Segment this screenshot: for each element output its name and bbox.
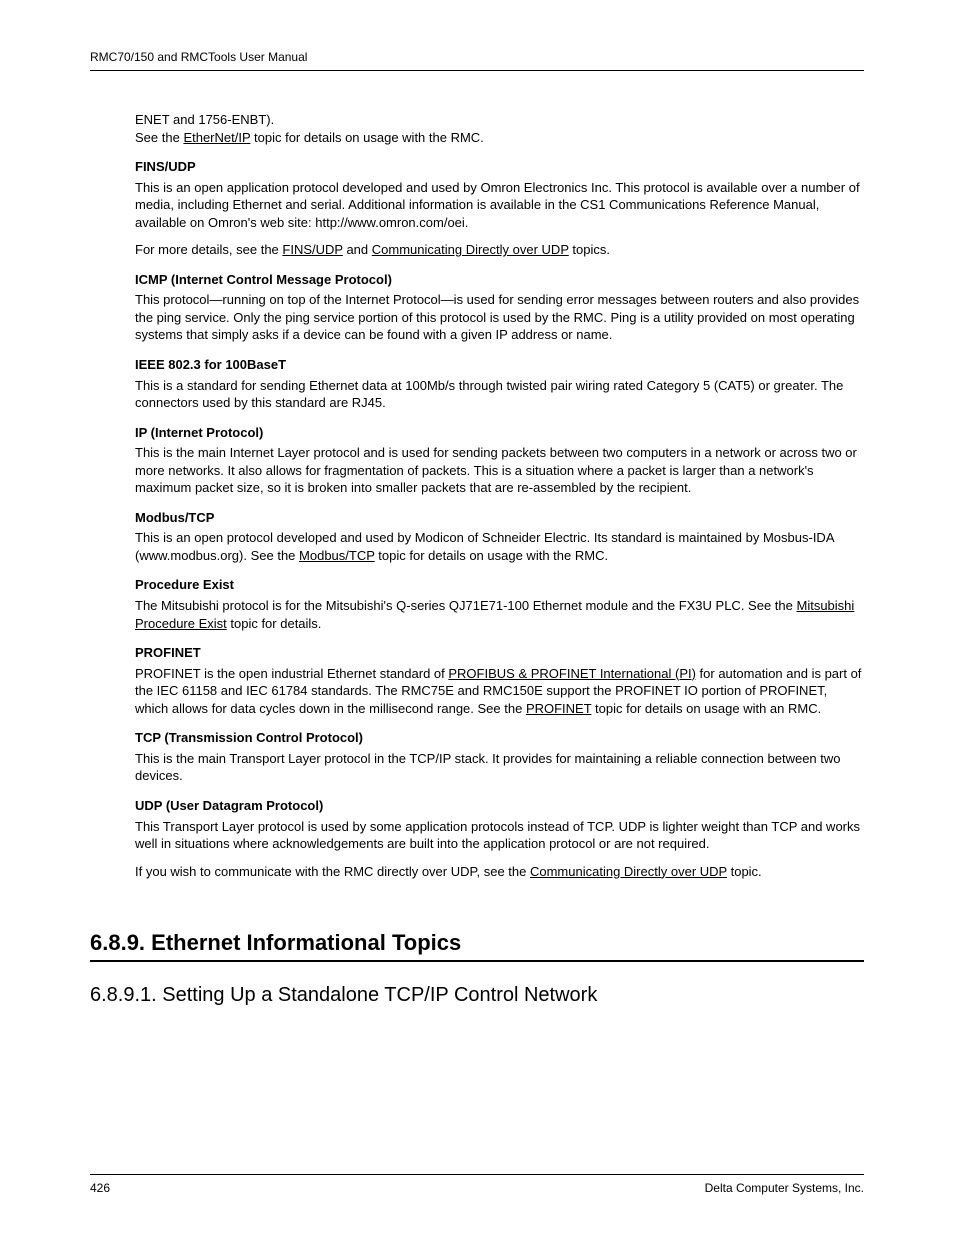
fins-p2c: topics.	[569, 242, 610, 257]
ieee-p1: This is a standard for sending Ethernet …	[135, 377, 864, 412]
ip-p1: This is the main Internet Layer protocol…	[135, 444, 864, 497]
fins-p2b: and	[343, 242, 372, 257]
tcp-heading: TCP (Transmission Control Protocol)	[135, 729, 864, 747]
udp-heading: UDP (User Datagram Protocol)	[135, 797, 864, 815]
modbus-heading: Modbus/TCP	[135, 509, 864, 527]
ieee-heading: IEEE 802.3 for 100BaseT	[135, 356, 864, 374]
intro-line2a: See the	[135, 130, 183, 145]
profinet-p1a: PROFINET is the open industrial Ethernet…	[135, 666, 448, 681]
modbus-p1b: topic for details on usage with the RMC.	[375, 548, 608, 563]
content-area: ENET and 1756-ENBT). See the EtherNet/IP…	[135, 111, 864, 880]
profinet-p1c: topic for details on usage with an RMC.	[591, 701, 821, 716]
fins-p1: This is an open application protocol dev…	[135, 179, 864, 232]
intro-line1: ENET and 1756-ENBT).	[135, 112, 274, 127]
udp-p2a: If you wish to communicate with the RMC …	[135, 864, 530, 879]
modbus-p1: This is an open protocol developed and u…	[135, 529, 864, 564]
page-header: RMC70/150 and RMCTools User Manual	[90, 50, 864, 71]
modbustcp-link[interactable]: Modbus/TCP	[299, 548, 375, 563]
comm-udp-link2[interactable]: Communicating Directly over UDP	[530, 864, 727, 879]
section-heading-6891: 6.8.9.1. Setting Up a Standalone TCP/IP …	[90, 984, 864, 1007]
fins-p2a: For more details, see the	[135, 242, 282, 257]
udp-p2b: topic.	[727, 864, 762, 879]
finsudp-link[interactable]: FINS/UDP	[282, 242, 342, 257]
udp-p1: This Transport Layer protocol is used by…	[135, 818, 864, 853]
profinet-p1: PROFINET is the open industrial Ethernet…	[135, 665, 864, 718]
procexist-p1: The Mitsubishi protocol is for the Mitsu…	[135, 597, 864, 632]
manual-title: RMC70/150 and RMCTools User Manual	[90, 50, 307, 64]
tcp-p1: This is the main Transport Layer protoco…	[135, 750, 864, 785]
ethernetip-link[interactable]: EtherNet/IP	[183, 130, 250, 145]
procexist-p1a: The Mitsubishi protocol is for the Mitsu…	[135, 598, 796, 613]
comm-udp-link[interactable]: Communicating Directly over UDP	[372, 242, 569, 257]
section-heading-689: 6.8.9. Ethernet Informational Topics	[90, 930, 864, 962]
udp-p2: If you wish to communicate with the RMC …	[135, 863, 864, 881]
profinet-link[interactable]: PROFINET	[526, 701, 592, 716]
ip-heading: IP (Internet Protocol)	[135, 424, 864, 442]
page-number: 426	[90, 1181, 110, 1195]
page-footer: 426 Delta Computer Systems, Inc.	[90, 1174, 864, 1195]
intro-para: ENET and 1756-ENBT). See the EtherNet/IP…	[135, 111, 864, 146]
profinet-heading: PROFINET	[135, 644, 864, 662]
fins-heading: FINS/UDP	[135, 158, 864, 176]
profibus-link[interactable]: PROFIBUS & PROFINET International (PI)	[448, 666, 696, 681]
company-name: Delta Computer Systems, Inc.	[705, 1181, 864, 1195]
intro-line2b: topic for details on usage with the RMC.	[250, 130, 483, 145]
fins-p2: For more details, see the FINS/UDP and C…	[135, 241, 864, 259]
procexist-p1b: topic for details.	[227, 616, 322, 631]
page: RMC70/150 and RMCTools User Manual ENET …	[0, 0, 954, 1235]
icmp-p1: This protocol—running on top of the Inte…	[135, 291, 864, 344]
procexist-heading: Procedure Exist	[135, 576, 864, 594]
icmp-heading: ICMP (Internet Control Message Protocol)	[135, 271, 864, 289]
